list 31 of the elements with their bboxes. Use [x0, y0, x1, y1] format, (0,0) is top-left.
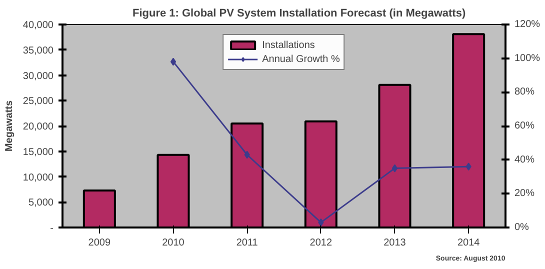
x-tick-label: 2011: [236, 238, 258, 248]
y-tick-label: 40,000: [22, 20, 54, 31]
x-tick-label: 2009: [88, 238, 111, 248]
x-tick-label: 2010: [162, 238, 185, 248]
y2-tick-label: 0%: [514, 222, 530, 233]
legend-label: Installations: [262, 39, 315, 51]
x-tick-label: 2012: [310, 238, 332, 248]
point: [170, 58, 176, 66]
point: [392, 164, 398, 172]
y2-tick-label: 60%: [514, 120, 535, 132]
y2-tick-label: 120%: [514, 19, 540, 30]
point: [318, 218, 324, 226]
y2-tick-label: 40%: [514, 154, 535, 166]
x-tick-label: 2013: [384, 238, 406, 248]
y-tick-label: -: [50, 223, 54, 234]
y-tick-label: 15,000: [22, 146, 54, 158]
y-axis-title: Megawatts: [4, 100, 15, 152]
y-tick-label: 10,000: [22, 172, 54, 184]
chart-title: Figure 1: Global PV System Installation Forecast (in Megawatts): [132, 8, 466, 20]
y-tick-label: 20,000: [22, 122, 54, 132]
y-tick-label: 25,000: [22, 96, 54, 108]
y2-tick-label: 80%: [514, 86, 535, 98]
y-tick-label: 5,000: [28, 198, 54, 209]
point: [466, 162, 472, 171]
y-tick-label: 35,000: [22, 45, 54, 56]
point: [244, 150, 250, 159]
y2-tick-label: 20%: [514, 188, 535, 200]
y2-tick-label: 100%: [514, 52, 540, 64]
x-tick-label: 2014: [457, 238, 480, 248]
y-tick-label: 30,000: [22, 70, 54, 82]
legend-label: Annual Growth %: [262, 53, 340, 65]
